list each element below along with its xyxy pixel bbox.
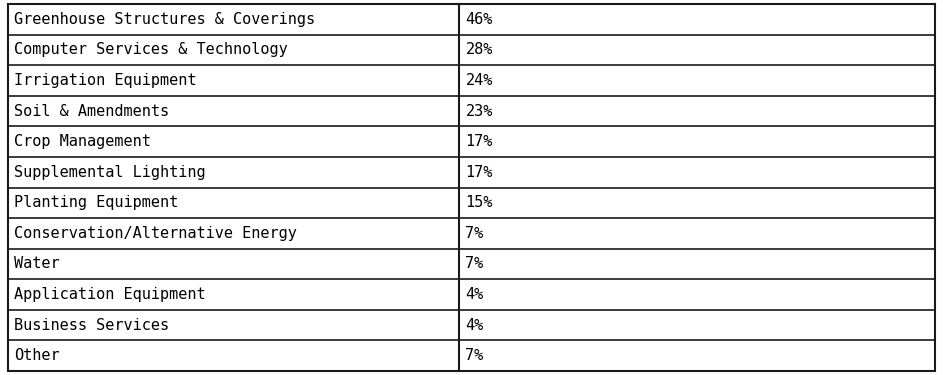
Text: 23%: 23%	[466, 104, 493, 118]
Text: Application Equipment: Application Equipment	[14, 287, 206, 302]
Text: 17%: 17%	[466, 165, 493, 180]
Text: 4%: 4%	[466, 287, 484, 302]
Text: Conservation/Alternative Energy: Conservation/Alternative Energy	[14, 226, 297, 241]
Text: Irrigation Equipment: Irrigation Equipment	[14, 73, 196, 88]
Text: 4%: 4%	[466, 318, 484, 333]
Text: Soil & Amendments: Soil & Amendments	[14, 104, 169, 118]
Text: 28%: 28%	[466, 42, 493, 57]
Text: 46%: 46%	[466, 12, 493, 27]
Text: 7%: 7%	[466, 226, 484, 241]
Text: Crop Management: Crop Management	[14, 134, 151, 149]
Text: Business Services: Business Services	[14, 318, 169, 333]
Text: Greenhouse Structures & Coverings: Greenhouse Structures & Coverings	[14, 12, 315, 27]
Text: Computer Services & Technology: Computer Services & Technology	[14, 42, 288, 57]
Text: 7%: 7%	[466, 256, 484, 272]
Text: Planting Equipment: Planting Equipment	[14, 195, 178, 210]
Text: 15%: 15%	[466, 195, 493, 210]
Text: Supplemental Lighting: Supplemental Lighting	[14, 165, 206, 180]
Text: Other: Other	[14, 348, 59, 363]
Text: Water: Water	[14, 256, 59, 272]
Text: 7%: 7%	[466, 348, 484, 363]
Text: 17%: 17%	[466, 134, 493, 149]
Text: 24%: 24%	[466, 73, 493, 88]
